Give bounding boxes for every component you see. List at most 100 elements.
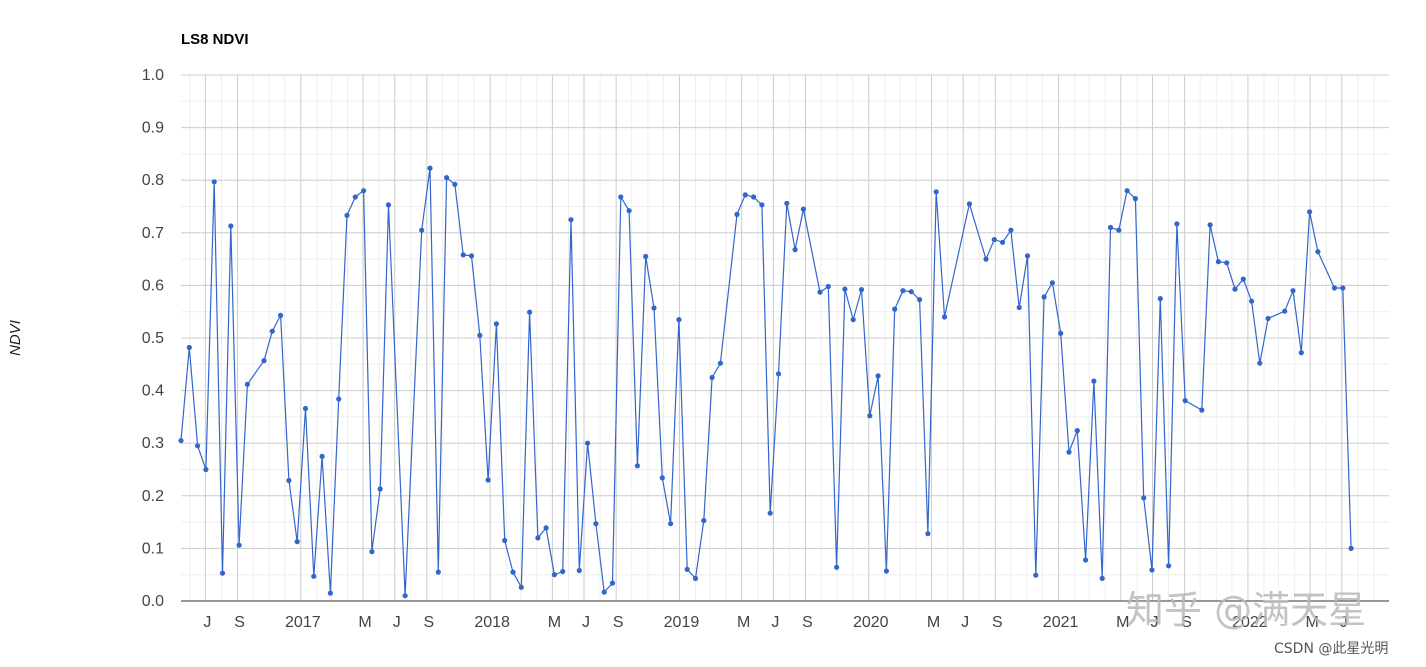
- x-tick-label: 2022: [1232, 614, 1268, 631]
- data-point: [1024, 253, 1031, 259]
- data-point: [1282, 308, 1288, 314]
- data-point: [626, 208, 632, 214]
- data-point: [1182, 398, 1188, 404]
- data-point: [195, 443, 201, 449]
- data-point: [659, 475, 665, 481]
- data-point: [775, 371, 782, 377]
- data-point: [269, 328, 275, 334]
- data-point: [485, 477, 491, 483]
- y-tick-label: 0.7: [142, 225, 164, 242]
- x-tick-label: 2020: [853, 614, 889, 631]
- x-tick-label: 2017: [285, 614, 321, 631]
- data-point: [1074, 428, 1080, 434]
- data-point: [1290, 288, 1296, 294]
- data-point: [817, 289, 823, 295]
- data-point: [1207, 222, 1213, 228]
- data-point: [593, 521, 599, 527]
- data-point: [1307, 209, 1313, 215]
- data-point: [419, 227, 425, 233]
- x-tick-label: S: [613, 614, 624, 631]
- y-tick-label: 0.3: [142, 435, 164, 452]
- data-point: [427, 165, 433, 171]
- data-point: [751, 194, 757, 200]
- data-point: [518, 584, 524, 590]
- x-tick-label: J: [393, 614, 401, 631]
- data-point: [502, 537, 508, 544]
- data-point: [543, 525, 549, 531]
- data-point: [452, 181, 458, 187]
- x-tick-label: 2021: [1043, 614, 1079, 631]
- data-point: [1166, 563, 1172, 569]
- data-point: [1124, 188, 1130, 194]
- data-point: [1132, 196, 1138, 202]
- x-tick-label: M: [358, 614, 371, 631]
- data-point: [527, 309, 533, 315]
- data-point: [327, 590, 333, 596]
- data-point: [219, 570, 226, 576]
- x-tick-label: M: [737, 614, 750, 631]
- data-point: [767, 510, 773, 516]
- data-point: [792, 247, 798, 253]
- data-point: [651, 305, 657, 311]
- data-point: [1000, 239, 1006, 245]
- data-point: [236, 542, 242, 548]
- y-tick-label: 0.6: [142, 277, 164, 294]
- data-point: [709, 374, 715, 381]
- data-point: [1257, 360, 1263, 366]
- data-point: [468, 253, 475, 259]
- data-point: [892, 306, 898, 312]
- data-point: [1141, 495, 1147, 501]
- x-tick-label: J: [961, 614, 969, 631]
- x-tick-label: M: [548, 614, 561, 631]
- data-point: [1348, 545, 1354, 552]
- data-point: [925, 531, 931, 537]
- data-point: [278, 312, 284, 318]
- data-point: [701, 517, 707, 524]
- x-tick-label: J: [1150, 614, 1158, 631]
- x-tick-label: M: [1305, 614, 1318, 631]
- data-point: [676, 317, 682, 323]
- data-point: [742, 192, 748, 198]
- data-point: [576, 567, 582, 574]
- x-tick-labels: J S 2017 M J S 2018 M J S 2019 M J S 2020 M J S 2021 M J S 202…: [203, 614, 1347, 631]
- data-point: [784, 200, 790, 206]
- data-point: [568, 217, 574, 223]
- data-point: [1340, 285, 1346, 291]
- y-tick-label: 0.2: [142, 488, 164, 505]
- watermark-source: CSDN @此星光明: [1274, 641, 1388, 657]
- y-tick-label: 0.4: [142, 383, 164, 400]
- data-point: [444, 175, 450, 181]
- data-point: [1058, 330, 1064, 336]
- data-point: [402, 593, 408, 599]
- data-point: [1083, 557, 1089, 563]
- y-axis-label: NDVI: [7, 320, 24, 356]
- data-point: [311, 573, 317, 579]
- data-point: [618, 194, 624, 200]
- data-point: [668, 521, 674, 527]
- y-tick-labels: 0.0 0.1 0.2 0.3 0.4 0.5 0.6 0.7 0.8 0.9 1.0: [142, 67, 164, 610]
- data-point: [1232, 286, 1238, 292]
- data-point: [941, 314, 948, 320]
- data-point: [535, 535, 541, 541]
- data-point: [211, 179, 217, 185]
- data-point: [900, 288, 906, 294]
- data-point: [991, 237, 997, 243]
- data-point: [908, 289, 914, 295]
- data-point: [759, 202, 765, 208]
- data-point: [352, 194, 358, 200]
- data-point: [634, 463, 641, 469]
- data-point: [1215, 259, 1221, 265]
- data-point: [510, 569, 516, 575]
- data-point: [551, 572, 558, 578]
- data-point: [319, 453, 325, 459]
- data-point: [684, 566, 690, 573]
- data-point: [850, 317, 856, 323]
- x-tick-label: M: [927, 614, 940, 631]
- data-point: [1149, 567, 1155, 573]
- data-point: [1331, 285, 1338, 291]
- data-point: [369, 549, 375, 555]
- x-tick-label: 2018: [474, 614, 510, 631]
- y-tick-label: 0.5: [142, 330, 164, 347]
- ndvi-series-points: [178, 165, 1354, 599]
